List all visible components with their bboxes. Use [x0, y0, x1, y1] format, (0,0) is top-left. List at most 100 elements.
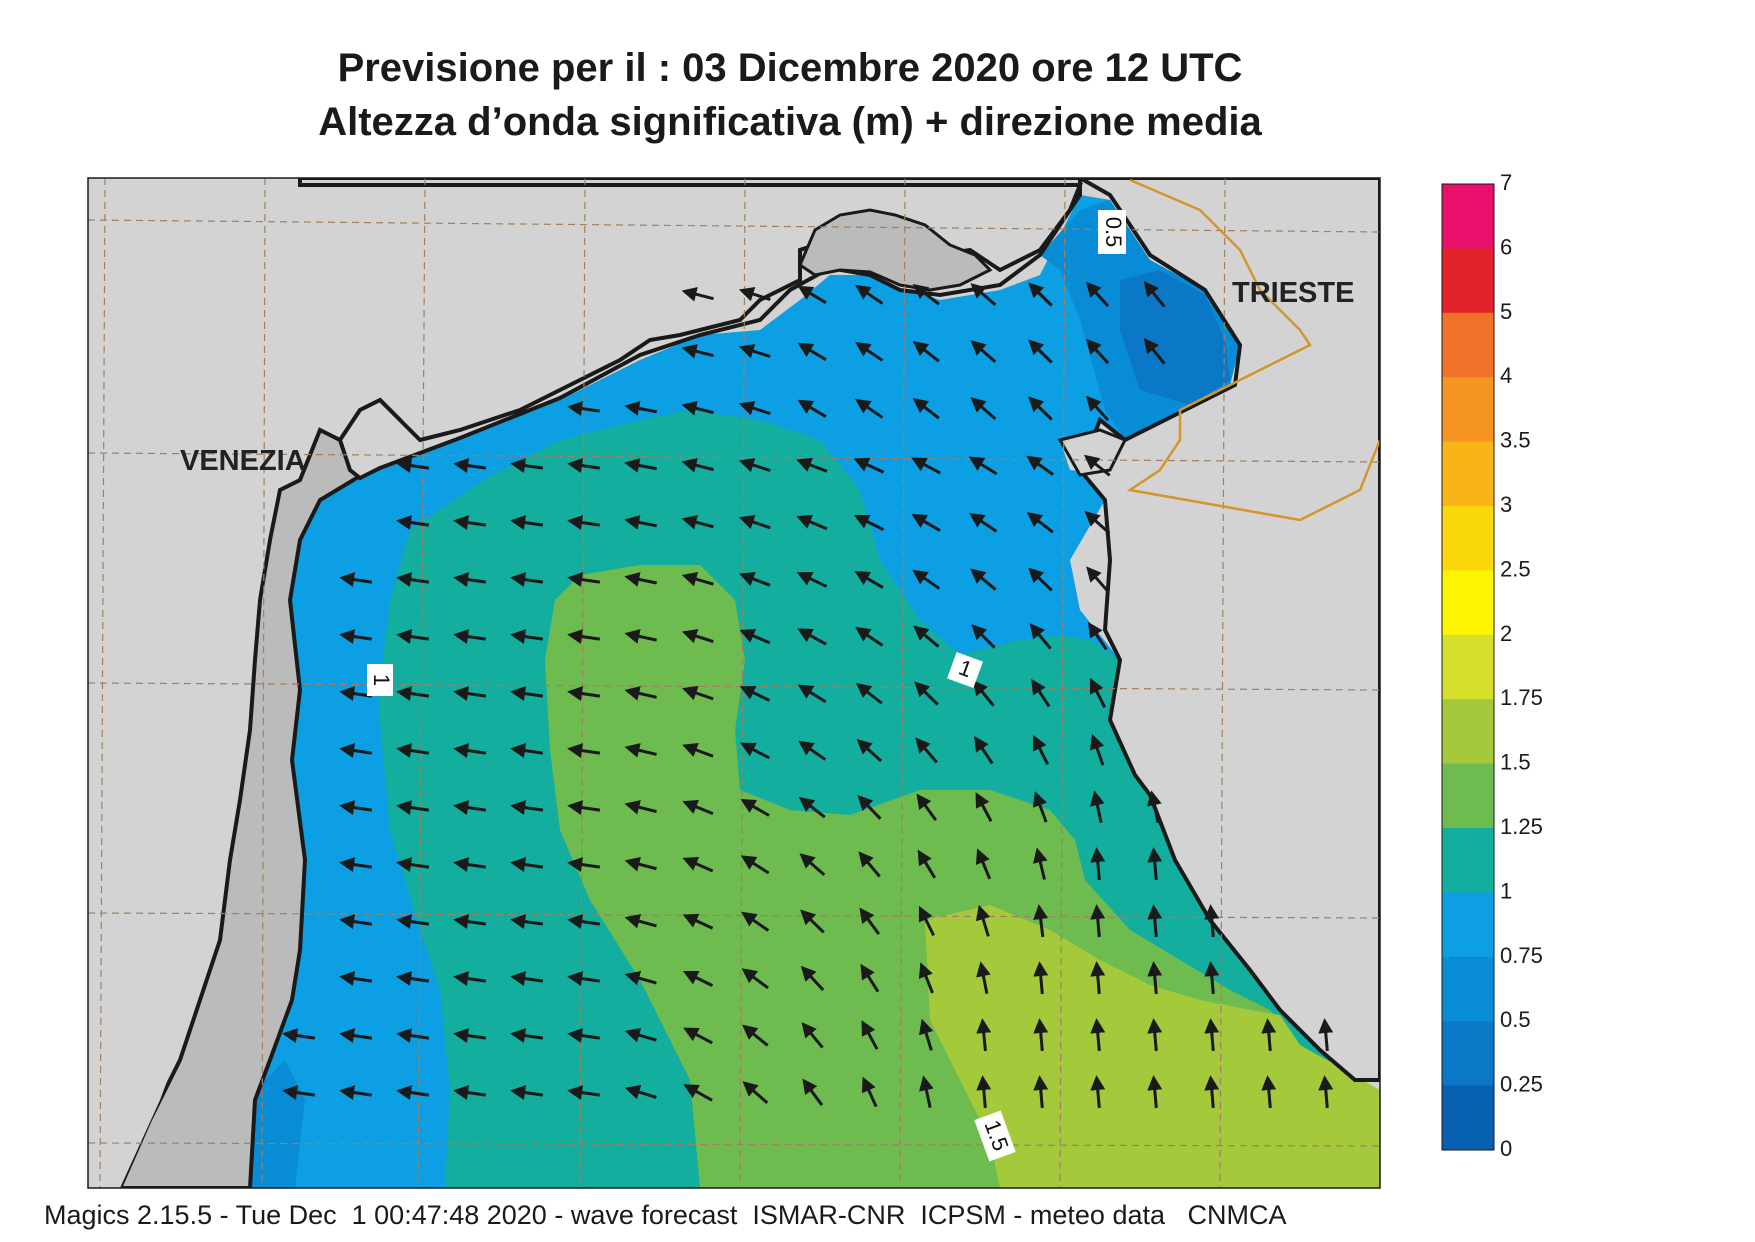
- wave-direction-arrow: [799, 853, 826, 876]
- wave-direction-arrow: [738, 400, 771, 416]
- wave-direction-arrow: [1026, 511, 1054, 534]
- title-variable: Altezza d’onda significativa (m) + direz…: [318, 100, 1262, 144]
- colorbar-frame: [1441, 183, 1495, 1151]
- wave-direction-arrow: [567, 743, 601, 759]
- wave-direction-arrow: [682, 913, 714, 930]
- colorbar-swatch: [1442, 312, 1494, 378]
- wave-direction-arrow: [567, 1085, 601, 1101]
- wave-direction-arrow: [510, 914, 544, 930]
- wave-direction-arrow: [681, 400, 714, 416]
- wave-direction-arrow: [510, 800, 544, 816]
- national-border: [1126, 178, 1380, 522]
- wave-direction-arrow: [339, 572, 373, 588]
- wave-direction-arrow: [1089, 677, 1107, 709]
- wave-direction-arrow: [567, 572, 601, 588]
- wave-direction-arrow: [913, 625, 940, 648]
- colorbar-swatch: [1442, 1085, 1494, 1151]
- wave-direction-arrow: [567, 458, 601, 474]
- wave-direction-arrow: [740, 742, 770, 760]
- wave-direction-arrow: [970, 340, 997, 363]
- colorbar-label: 6: [1500, 234, 1512, 259]
- wave-direction-arrow: [1028, 282, 1053, 307]
- wave-direction-arrow: [510, 743, 544, 759]
- wave-direction-arrow: [1085, 281, 1110, 308]
- wave-direction-arrow: [855, 626, 884, 647]
- colorbar-swatch: [1442, 956, 1494, 1022]
- wave-direction-arrow: [510, 686, 544, 702]
- wave-direction-arrow: [1033, 904, 1049, 938]
- wave-direction-arrow: [798, 796, 826, 819]
- wave-direction-arrow: [970, 397, 997, 420]
- wave-direction-arrow: [453, 686, 487, 702]
- wave-direction-arrow: [567, 515, 601, 531]
- city-label-trieste: TRIESTE: [1232, 277, 1354, 309]
- wave-direction-arrow: [976, 1075, 992, 1109]
- wave-direction-arrow: [1090, 847, 1106, 881]
- wave-direction-arrow: [1090, 1018, 1106, 1052]
- wave-direction-arrows: [282, 280, 1334, 1109]
- wave-direction-arrow: [1084, 511, 1111, 535]
- wave-direction-arrow: [975, 904, 991, 937]
- wave-direction-arrow: [968, 456, 998, 476]
- wave-direction-arrow: [396, 743, 430, 759]
- wave-direction-arrow: [856, 738, 883, 763]
- wave-direction-arrow: [567, 971, 601, 987]
- wave-direction-arrow: [797, 628, 827, 646]
- wave-direction-arrow: [1143, 337, 1166, 365]
- wave-direction-arrow: [739, 571, 771, 587]
- wave-direction-arrow: [975, 792, 993, 822]
- wave-direction-arrow: [914, 681, 939, 706]
- wave-direction-arrow: [739, 628, 771, 645]
- wave-direction-arrow: [624, 1027, 657, 1043]
- colorbar-swatch: [1442, 506, 1494, 571]
- wave-direction-arrow: [567, 914, 601, 930]
- wave-direction-arrow: [1204, 1075, 1220, 1109]
- wave-direction-arrow: [970, 283, 997, 306]
- wave-height-colorbar: 7 6 5 4 3.5 3 2.5 2 1.75 1.5 1.25 1 0.75 0.5 0.25 0: [1441, 170, 1543, 1161]
- wave-direction-arrow: [510, 572, 544, 588]
- wave-direction-arrow: [567, 800, 601, 816]
- wave-direction-arrow: [396, 686, 430, 702]
- wave-direction-arrow: [453, 1085, 487, 1101]
- trieste-gulf-land: [1057, 428, 1128, 477]
- wave-direction-arrow: [861, 1020, 879, 1050]
- wave-direction-arrow: [1147, 847, 1163, 881]
- wave-direction-arrow: [918, 905, 936, 937]
- wave-direction-arrow: [1090, 790, 1105, 823]
- wave-direction-arrow: [682, 970, 714, 987]
- wave-direction-arrow: [1261, 1018, 1277, 1052]
- wave-direction-arrow: [339, 686, 373, 702]
- wave-direction-arrow: [1143, 280, 1166, 308]
- wave-direction-arrow: [801, 1022, 824, 1049]
- wave-direction-arrow: [1204, 904, 1220, 938]
- wave-direction-arrow: [567, 1028, 601, 1044]
- wave-direction-arrow: [683, 1084, 713, 1102]
- wave-direction-arrow: [797, 342, 827, 361]
- wave-direction-arrow: [339, 914, 373, 930]
- wave-direction-arrow: [1085, 395, 1110, 422]
- wave-direction-arrow: [741, 968, 769, 990]
- wave-direction-arrow: [339, 743, 373, 759]
- wave-direction-arrow: [339, 857, 373, 873]
- wave-direction-arrow: [681, 685, 714, 701]
- colorbar-swatch: [1442, 184, 1494, 249]
- wave-direction-arrow: [796, 514, 828, 531]
- wave-direction-arrow: [682, 742, 714, 758]
- wave-direction-arrow: [1032, 734, 1050, 766]
- wave-direction-arrow: [917, 849, 937, 879]
- wave-direction-arrow: [1147, 961, 1163, 995]
- wave-direction-arrow: [1090, 961, 1106, 995]
- wave-direction-arrow: [742, 1081, 769, 1105]
- wave-direction-arrow: [854, 570, 884, 589]
- wave-direction-arrow: [972, 680, 995, 707]
- wave-direction-arrow: [567, 629, 601, 645]
- wave-direction-arrow: [1031, 678, 1051, 708]
- colorbar-swatch: [1442, 441, 1494, 507]
- wave-direction-arrow: [853, 457, 885, 474]
- wave-direction-arrow: [911, 457, 941, 475]
- svg-text:1: 1: [369, 674, 394, 686]
- wave-direction-arrow: [855, 341, 884, 362]
- wave-direction-arrow: [796, 571, 828, 588]
- wave-direction-arrow: [396, 572, 430, 588]
- wave-direction-arrow: [740, 799, 770, 817]
